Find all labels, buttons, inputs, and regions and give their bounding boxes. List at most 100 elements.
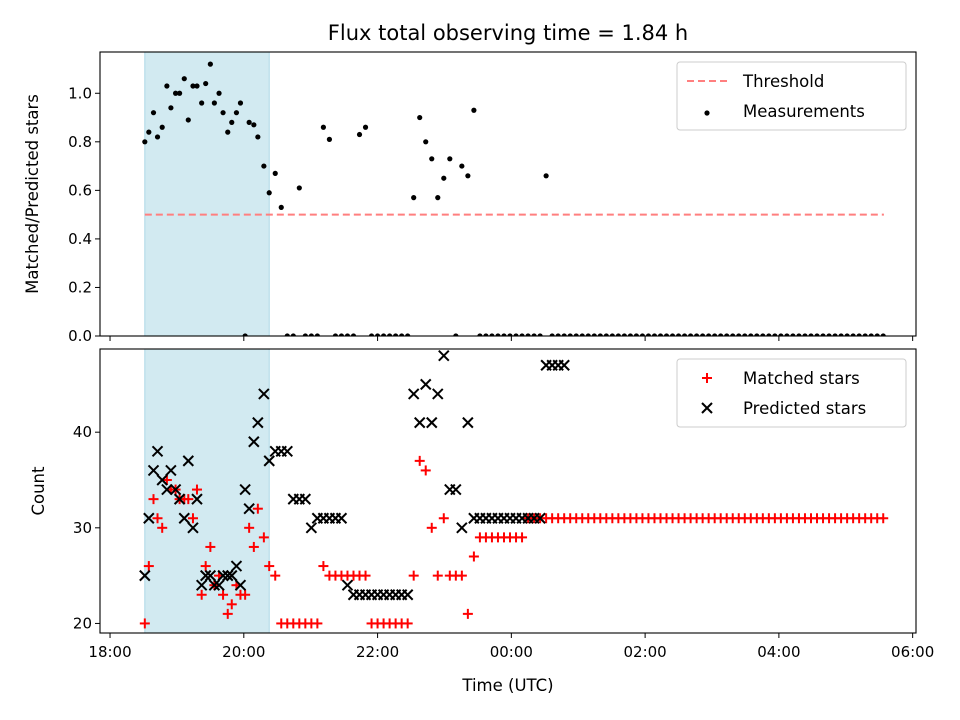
data-point (261, 163, 267, 169)
data-point (826, 333, 832, 336)
data-point (148, 494, 159, 505)
data-point (183, 494, 194, 505)
marker-stroke (139, 569, 151, 582)
marker-stroke (263, 455, 275, 467)
data-point (694, 333, 700, 336)
data-point (633, 333, 640, 336)
data-point (627, 333, 633, 336)
marker-stroke (161, 483, 173, 496)
data-point (380, 333, 387, 336)
data-point (579, 333, 585, 336)
data-point (258, 388, 270, 400)
marker-stroke (462, 416, 474, 429)
data-point (143, 512, 155, 524)
data-point (220, 110, 226, 116)
data-point (712, 333, 718, 336)
data-point (874, 333, 880, 336)
data-point (534, 512, 546, 524)
data-point (585, 333, 591, 336)
data-point (226, 569, 238, 582)
marker-stroke (182, 455, 194, 467)
data-point (142, 139, 148, 145)
marker-stroke (204, 569, 217, 582)
data-point (639, 333, 646, 336)
data-point (435, 195, 441, 201)
data-point (356, 131, 363, 138)
data-point (423, 139, 429, 145)
marker-stroke (248, 436, 260, 448)
data-point (561, 333, 567, 336)
marker-stroke (234, 579, 247, 591)
data-point (182, 455, 194, 467)
data-point (880, 333, 886, 336)
axes-frame (99, 51, 917, 337)
data-point (462, 608, 473, 619)
data-point (411, 195, 417, 201)
data-point (507, 333, 513, 336)
data-point (191, 484, 202, 495)
data-point (420, 378, 432, 391)
data-point (730, 333, 736, 336)
data-point (669, 333, 676, 336)
data-point (165, 464, 177, 477)
marker-stroke (426, 416, 438, 429)
data-point (246, 119, 252, 125)
y-tick-label: 30 (73, 519, 92, 537)
data-point (139, 569, 151, 582)
data-point (139, 618, 150, 629)
legend-label: Threshold (742, 72, 824, 91)
marker-stroke (252, 416, 264, 429)
data-point (152, 513, 163, 524)
data-point (621, 333, 627, 336)
data-point (270, 570, 281, 581)
data-point (573, 333, 579, 336)
data-point (230, 560, 243, 572)
marker-stroke (432, 388, 444, 400)
marker-stroke (222, 569, 234, 582)
data-point (603, 333, 609, 336)
y-tick-label: 0.2 (68, 278, 92, 296)
data-point (405, 333, 411, 336)
plot-area (142, 61, 886, 336)
data-point (531, 333, 537, 336)
data-point (417, 114, 423, 121)
marker-stroke (456, 522, 468, 534)
y-tick-label: 0.4 (68, 230, 92, 248)
x-tick-label: 18:00 (88, 643, 131, 661)
data-point (242, 333, 248, 336)
shaded-interval (144, 51, 270, 337)
x-tick-label: 04:00 (757, 643, 800, 661)
data-point (233, 110, 240, 116)
data-point (185, 117, 191, 123)
marker-stroke (305, 522, 318, 534)
data-point (191, 493, 203, 505)
x-tick-label: 06:00 (891, 643, 934, 661)
data-point (591, 333, 597, 336)
data-point (218, 589, 229, 600)
marker-stroke (243, 502, 255, 515)
data-point (169, 483, 182, 496)
data-point (832, 333, 838, 336)
data-point (195, 579, 208, 591)
bottom-panel: 20 30 40 18:00 20:00 22:00 00:00 02:00 04:00 06:0… (29, 348, 934, 661)
data-point (159, 124, 165, 130)
data-point (234, 579, 247, 591)
data-point (681, 333, 688, 336)
data-point (143, 561, 154, 572)
data-point (878, 513, 889, 524)
chart-title: Flux total observing time = 1.84 h (328, 21, 688, 45)
data-point (178, 512, 190, 524)
data-point (468, 551, 479, 562)
data-point (222, 608, 233, 619)
data-point (387, 333, 393, 336)
data-point (168, 105, 174, 111)
legend: Matched stars Predicted stars (676, 358, 907, 428)
data-point (796, 333, 802, 336)
data-point (778, 333, 784, 336)
data-point (296, 185, 302, 191)
data-point (308, 333, 314, 336)
data-point (407, 388, 420, 400)
data-point (272, 170, 278, 176)
data-point (856, 333, 862, 336)
data-point (742, 333, 748, 336)
